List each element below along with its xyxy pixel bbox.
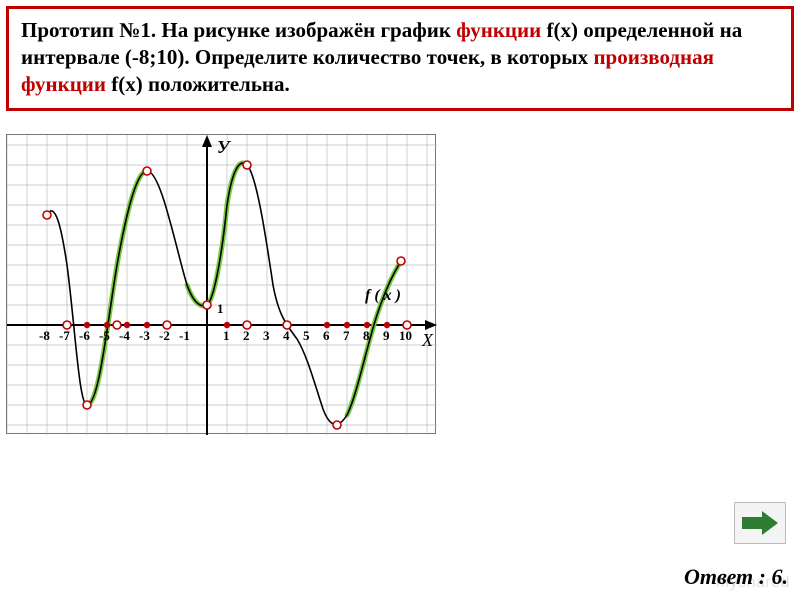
xtick-6: 6 [323,328,330,344]
problem-box: Прототип №1. На рисунке изображён график… [6,6,794,111]
answer-text: Ответ : 6. [684,564,788,590]
graph-svg [7,135,437,435]
xtick-1: 1 [223,328,230,344]
xtick-8: 8 [363,328,370,344]
problem-red1: функции [456,18,541,42]
problem-prefix: Прототип №1. [21,18,161,42]
xtick-2: 2 [243,328,250,344]
xtick-10: 10 [399,328,412,344]
xtick--7: -7 [59,328,70,344]
one-label: 1 [217,301,224,317]
xtick-9: 9 [383,328,390,344]
xtick--3: -3 [139,328,150,344]
problem-text: Прототип №1. На рисунке изображён график… [21,17,779,98]
xtick--6: -6 [79,328,90,344]
xtick-3: 3 [263,328,270,344]
y-axis-label: У [217,137,230,158]
graph-container: У Х f ( x ) 1 -8-7-6-5-4-3-2-11234567891… [6,134,436,434]
x-axis-label: Х [422,330,433,351]
xtick--1: -1 [179,328,190,344]
xtick--4: -4 [119,328,130,344]
problem-part1: На рисунке изображён график [161,18,456,42]
problem-part3: f(x) положительна. [106,72,290,96]
arrow-right-icon [742,511,778,535]
fx-label: f ( x ) [365,287,401,305]
next-button[interactable] [734,502,786,544]
xtick-5: 5 [303,328,310,344]
xtick-7: 7 [343,328,350,344]
xtick--5: -5 [99,328,110,344]
xtick--2: -2 [159,328,170,344]
xtick--8: -8 [39,328,50,344]
xtick-4: 4 [283,328,290,344]
